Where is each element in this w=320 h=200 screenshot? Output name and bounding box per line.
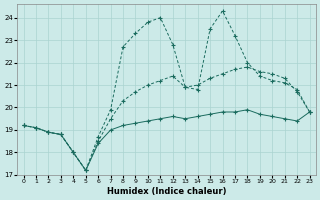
X-axis label: Humidex (Indice chaleur): Humidex (Indice chaleur) xyxy=(107,187,226,196)
